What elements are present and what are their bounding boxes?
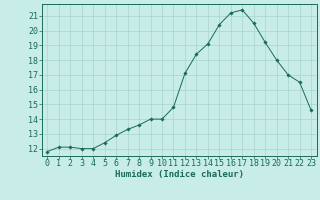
X-axis label: Humidex (Indice chaleur): Humidex (Indice chaleur) bbox=[115, 170, 244, 179]
